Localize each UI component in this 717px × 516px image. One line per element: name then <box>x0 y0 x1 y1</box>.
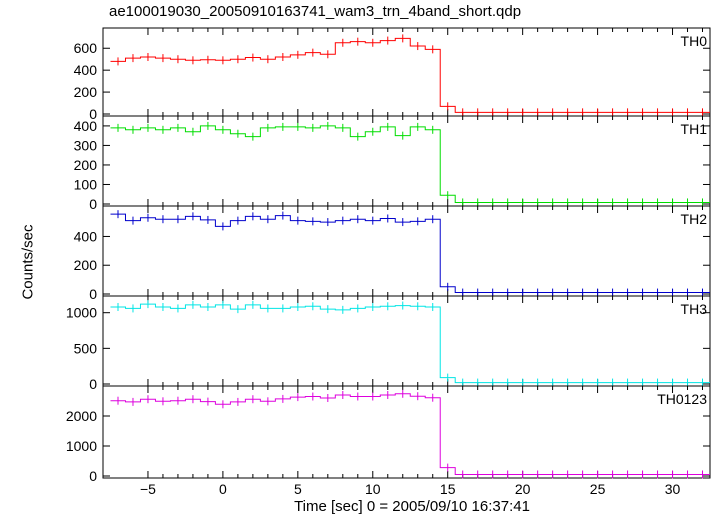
y-tick-label: 400 <box>74 62 98 78</box>
series-label: TH3 <box>681 301 708 317</box>
panel-frame <box>102 295 711 387</box>
y-tick-label: 200 <box>74 257 98 273</box>
y-tick-label: 600 <box>74 40 98 56</box>
y-tick-label: 1000 <box>66 438 97 454</box>
x-tick-label: 0 <box>219 481 227 497</box>
x-axis-label: Time [sec] 0 = 2005/09/10 16:37:41 <box>294 498 530 515</box>
panel-frame <box>102 385 711 479</box>
x-tick-label: 20 <box>515 481 531 497</box>
x-tick-label: −5 <box>140 481 156 497</box>
x-tick-label: 10 <box>365 481 381 497</box>
series-line-th0123 <box>110 393 710 475</box>
panel-frame <box>102 115 711 207</box>
y-tick-label: 200 <box>74 157 98 173</box>
series-line-th0 <box>110 37 710 113</box>
y-tick-label: 0 <box>89 106 97 122</box>
panel-th1: 0 100 200 300 400 TH1 <box>74 115 711 212</box>
y-tick-label: 0 <box>89 468 97 484</box>
y-tick-label: 500 <box>74 340 98 356</box>
y-tick-label: 200 <box>74 84 98 100</box>
panel-th0123: 0 1000 2000 TH0123 <box>66 385 711 484</box>
y-tick-label: 0 <box>89 196 97 212</box>
chart-title: ae100019030_20050910163741_wam3_trn_4ban… <box>109 3 522 20</box>
y-tick-label: 0 <box>89 286 97 302</box>
panel-frame <box>102 27 711 117</box>
panel-th0: 0 200 400 600 TH0 <box>74 27 711 122</box>
panel-frame <box>102 205 711 297</box>
x-tick-label: 30 <box>665 481 681 497</box>
series-line-th3 <box>110 303 710 384</box>
y-tick-label: 300 <box>74 137 98 153</box>
y-tick-label: 100 <box>74 176 98 192</box>
panel-th3: 0 500 1000 TH3 <box>66 295 711 392</box>
y-tick-label: 400 <box>74 118 98 134</box>
y-tick-label: 1000 <box>66 305 97 321</box>
x-tick-label: 15 <box>440 481 456 497</box>
y-tick-label: 400 <box>74 228 98 244</box>
series-label: TH1 <box>681 121 708 137</box>
series-label: TH0 <box>681 33 708 49</box>
series-line-th2 <box>110 213 710 294</box>
series-label: TH2 <box>681 211 708 227</box>
series-line-th1 <box>110 125 710 203</box>
y-tick-label: 2000 <box>66 408 97 424</box>
x-tick-label: 5 <box>294 481 302 497</box>
panel-th2: 0 200 400 TH2 <box>74 205 711 302</box>
y-tick-label: 0 <box>89 376 97 392</box>
series-label: TH0123 <box>657 391 707 407</box>
x-tick-label: 25 <box>590 481 606 497</box>
